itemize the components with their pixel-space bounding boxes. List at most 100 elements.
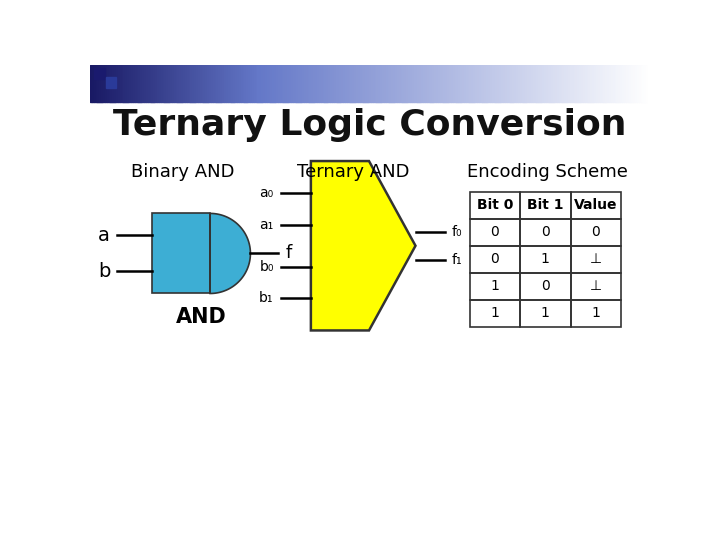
Bar: [196, 65, 198, 102]
Text: f: f: [285, 245, 292, 262]
Bar: [384, 65, 386, 102]
Text: Bit 0: Bit 0: [477, 198, 513, 212]
Bar: [97, 65, 99, 102]
Bar: [451, 65, 453, 102]
Bar: [646, 65, 649, 102]
Text: Binary AND: Binary AND: [131, 164, 235, 181]
Text: 1: 1: [591, 306, 600, 320]
Bar: [365, 65, 367, 102]
Bar: [620, 65, 622, 102]
Bar: [477, 65, 479, 102]
Bar: [581, 65, 583, 102]
Bar: [434, 65, 436, 102]
Bar: [570, 192, 621, 219]
Bar: [546, 65, 548, 102]
Text: a: a: [98, 226, 110, 245]
Bar: [293, 65, 295, 102]
Bar: [186, 65, 189, 102]
Bar: [326, 65, 328, 102]
Bar: [603, 65, 606, 102]
Bar: [534, 65, 537, 102]
Bar: [246, 65, 248, 102]
Bar: [498, 65, 500, 102]
Bar: [294, 65, 297, 102]
Bar: [306, 65, 308, 102]
Bar: [600, 65, 602, 102]
Bar: [488, 65, 490, 102]
Bar: [629, 65, 631, 102]
Bar: [425, 65, 427, 102]
Bar: [514, 65, 516, 102]
Bar: [516, 65, 518, 102]
Bar: [559, 65, 561, 102]
Bar: [276, 65, 278, 102]
Bar: [503, 65, 505, 102]
Bar: [518, 65, 520, 102]
Bar: [475, 65, 477, 102]
Text: Ternary AND: Ternary AND: [297, 164, 410, 181]
Bar: [298, 65, 300, 102]
Bar: [183, 65, 185, 102]
Bar: [319, 65, 321, 102]
Bar: [428, 65, 431, 102]
Bar: [338, 65, 340, 102]
Bar: [304, 65, 306, 102]
Bar: [109, 65, 111, 102]
Bar: [369, 65, 372, 102]
Bar: [473, 65, 475, 102]
Bar: [572, 65, 574, 102]
Bar: [90, 65, 92, 102]
Bar: [258, 65, 260, 102]
Text: Encoding Scheme: Encoding Scheme: [467, 164, 628, 181]
Bar: [168, 65, 171, 102]
Bar: [466, 65, 468, 102]
Bar: [444, 65, 446, 102]
Bar: [399, 65, 401, 102]
Text: ⊥: ⊥: [590, 252, 602, 266]
Bar: [361, 65, 364, 102]
Bar: [596, 65, 598, 102]
Bar: [492, 65, 494, 102]
Bar: [479, 65, 481, 102]
Bar: [414, 65, 416, 102]
Bar: [352, 65, 354, 102]
Bar: [445, 65, 448, 102]
Bar: [611, 65, 613, 102]
Bar: [164, 65, 166, 102]
Bar: [140, 65, 143, 102]
Bar: [570, 65, 572, 102]
Text: b₁: b₁: [259, 291, 274, 305]
Bar: [609, 65, 611, 102]
Bar: [400, 65, 403, 102]
Bar: [377, 65, 379, 102]
Bar: [531, 65, 533, 102]
Bar: [427, 65, 429, 102]
Text: 1: 1: [541, 252, 550, 266]
Bar: [570, 219, 621, 246]
Bar: [103, 65, 105, 102]
Bar: [166, 65, 168, 102]
Bar: [588, 65, 590, 102]
Bar: [441, 65, 444, 102]
Bar: [233, 65, 235, 102]
Bar: [505, 65, 507, 102]
Bar: [240, 65, 243, 102]
Bar: [360, 65, 362, 102]
Bar: [512, 65, 515, 102]
Bar: [507, 65, 509, 102]
Bar: [520, 192, 570, 219]
Bar: [459, 65, 461, 102]
Bar: [189, 65, 191, 102]
Bar: [549, 65, 552, 102]
Bar: [641, 65, 643, 102]
Bar: [252, 65, 254, 102]
Bar: [555, 65, 557, 102]
Bar: [181, 65, 184, 102]
Bar: [412, 65, 414, 102]
Bar: [132, 65, 135, 102]
Bar: [324, 65, 327, 102]
Bar: [508, 65, 510, 102]
Bar: [510, 65, 513, 102]
Bar: [271, 65, 273, 102]
Bar: [615, 65, 617, 102]
